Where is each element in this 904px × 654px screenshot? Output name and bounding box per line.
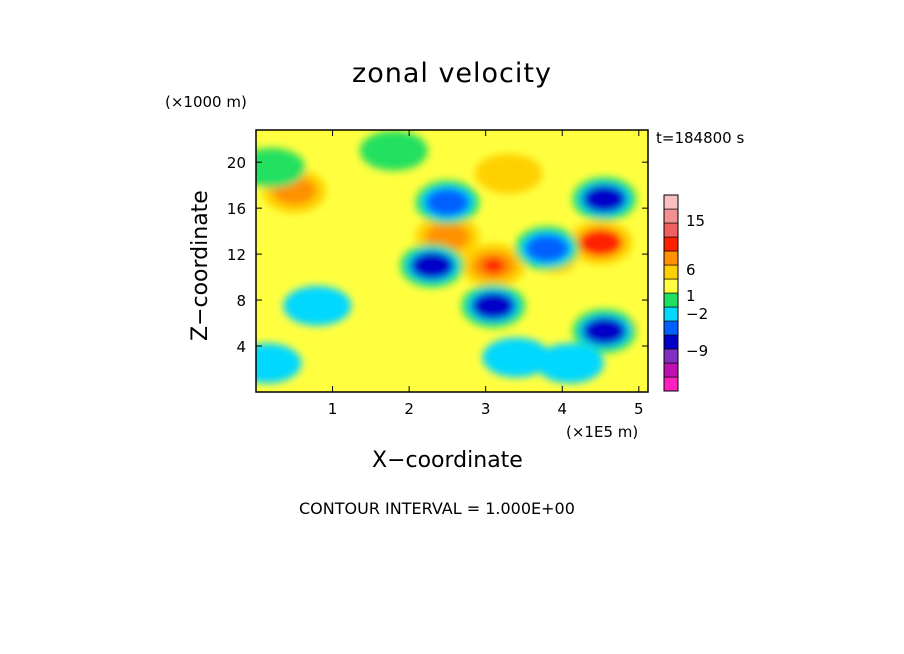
colorbar-swatch <box>663 362 679 378</box>
colorbar-swatch <box>663 334 679 350</box>
x-tick-label: 1 <box>328 400 338 418</box>
contour-patch <box>474 153 543 194</box>
y-tick-label: 4 <box>236 338 246 356</box>
colorbar-swatch <box>663 348 679 364</box>
x-tick-label: 4 <box>557 400 567 418</box>
y-tick-label: 8 <box>236 292 246 310</box>
colorbar-swatch <box>663 264 679 280</box>
colorbar-swatch <box>663 236 679 252</box>
contour-core <box>421 257 444 274</box>
x-axis-ticks: 1 2 3 4 5 <box>328 130 644 418</box>
colorbar-swatch <box>663 278 679 294</box>
time-label: t=184800 s <box>656 129 745 147</box>
y-tick-label: 16 <box>227 200 246 218</box>
x-unit-label: (×1E5 m) <box>566 423 639 441</box>
colorbar-swatch <box>663 292 679 308</box>
x-axis-label: X−coordinate <box>372 448 523 473</box>
z-unit-label: (×1000 m) <box>165 93 247 111</box>
colorbar-label: −2 <box>686 305 708 323</box>
y-axis-ticks: 4 8 12 16 20 <box>227 154 648 356</box>
velocity-field <box>256 130 638 384</box>
contour-patch <box>524 234 569 263</box>
colorbar-label: 6 <box>686 261 696 279</box>
colorbar-swatch <box>663 306 679 322</box>
y-tick-label: 20 <box>227 154 246 172</box>
contour-patch <box>359 130 428 171</box>
chart-title: zonal velocity <box>352 58 552 89</box>
y-axis-label: Z−coordinate <box>188 190 213 341</box>
colorbar-swatch <box>663 320 679 336</box>
contour-core <box>482 298 505 314</box>
contour-core <box>593 323 616 339</box>
colorbar-label: 1 <box>686 287 696 305</box>
colorbar-swatch <box>663 222 679 238</box>
colorbar-label: −9 <box>686 342 708 360</box>
contour-patch <box>256 343 302 384</box>
contour-patch <box>256 147 306 188</box>
contour-patch <box>283 285 352 326</box>
colorbar-label: 15 <box>686 212 705 230</box>
colorbar-swatch <box>663 250 679 266</box>
x-tick-label: 2 <box>404 400 414 418</box>
colorbar-swatch <box>663 376 679 392</box>
colorbar-frame <box>663 194 679 392</box>
colorbar-swatch <box>663 208 679 224</box>
y-tick-label: 12 <box>227 246 246 264</box>
contour-core <box>593 191 616 207</box>
colorbar-swatch <box>663 194 679 210</box>
plot-frame <box>255 129 649 393</box>
contour-patch <box>535 343 604 384</box>
x-tick-label: 3 <box>481 400 491 418</box>
contour-interval-label: CONTOUR INTERVAL = 1.000E+00 <box>299 499 575 518</box>
contour-patch <box>425 188 470 217</box>
contour-core <box>589 234 612 251</box>
contour-core <box>482 257 505 274</box>
contour-patch <box>482 337 551 378</box>
x-tick-label: 5 <box>634 400 644 418</box>
colorbar: 15 6 1−2 −9 <box>663 194 708 392</box>
